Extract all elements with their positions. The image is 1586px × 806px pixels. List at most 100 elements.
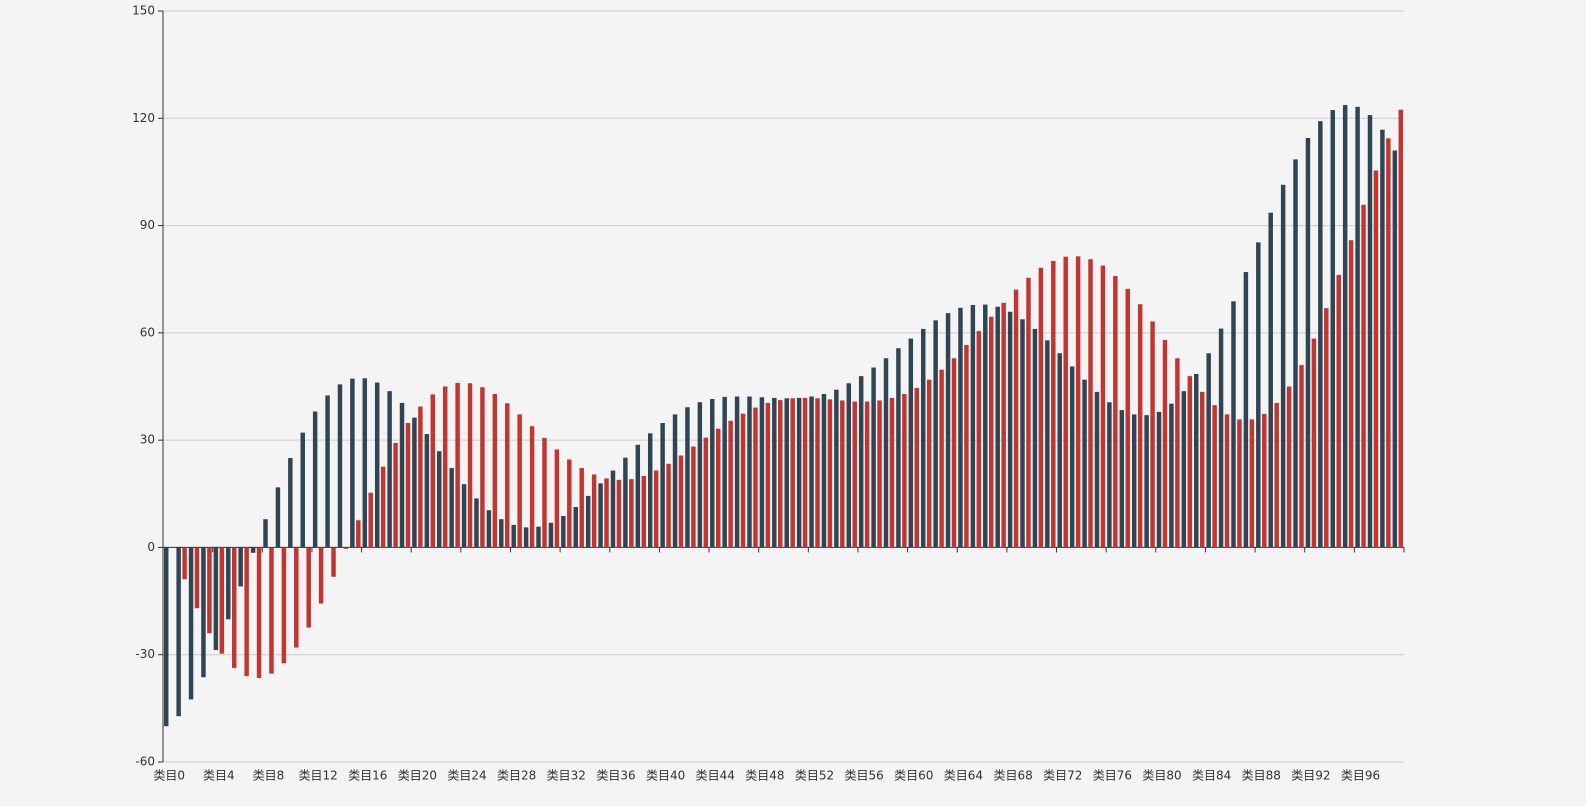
- bar: [1075, 256, 1081, 548]
- bar: [871, 367, 876, 548]
- bar: [1386, 138, 1391, 548]
- bar: [548, 522, 554, 548]
- bar: [263, 519, 268, 548]
- bar: [194, 547, 200, 609]
- x-tick-label: 类目24: [447, 769, 486, 783]
- x-tick-label: 类目12: [298, 769, 337, 783]
- bar: [1237, 419, 1242, 548]
- bar: [976, 331, 982, 548]
- bar: [802, 397, 808, 548]
- bar: [983, 304, 988, 548]
- bar: [368, 492, 373, 548]
- bar: [418, 406, 423, 548]
- y-tick-label: 60: [140, 325, 155, 339]
- bar: [759, 397, 765, 548]
- bar: [734, 396, 740, 548]
- bar: [306, 547, 311, 628]
- bar: [1119, 410, 1125, 548]
- y-tick-label: 150: [132, 4, 155, 18]
- bar: [753, 407, 758, 548]
- bar: [840, 400, 845, 548]
- bar: [244, 547, 249, 677]
- bar: [1268, 212, 1273, 548]
- bar: [374, 382, 380, 548]
- bar: [188, 547, 194, 700]
- bar: [740, 413, 746, 548]
- bar: [480, 387, 485, 548]
- bar: [561, 515, 566, 548]
- bar: [1187, 376, 1193, 548]
- bar: [201, 547, 206, 678]
- bar: [380, 466, 386, 548]
- bar: [176, 547, 181, 717]
- y-tick-label: 120: [132, 111, 155, 125]
- bar: [1113, 275, 1118, 548]
- x-tick-label: 类目56: [845, 769, 884, 783]
- bar: [1218, 328, 1224, 548]
- y-tick-label: -60: [135, 755, 155, 769]
- bar: [1057, 353, 1062, 548]
- bar: [1348, 240, 1354, 548]
- x-tick-label: 类目32: [547, 769, 586, 783]
- bar: [1199, 391, 1205, 548]
- bar: [1007, 311, 1013, 548]
- bar: [387, 391, 392, 548]
- bar: [641, 475, 646, 548]
- bar: [1038, 267, 1044, 548]
- bar: [685, 407, 690, 548]
- bar: [1231, 301, 1236, 548]
- bar: [784, 398, 789, 548]
- bar: [678, 455, 684, 548]
- bar: [604, 478, 609, 548]
- bar: [610, 470, 616, 548]
- x-tick-label: 类目4: [203, 769, 235, 783]
- bar: [437, 451, 442, 548]
- bar: [182, 547, 187, 580]
- bar: [585, 495, 591, 548]
- bar: [405, 422, 411, 548]
- bar: [889, 397, 895, 548]
- bar: [1392, 150, 1398, 548]
- bar: [809, 396, 814, 548]
- bar: [207, 547, 212, 634]
- bar: [1181, 391, 1187, 548]
- bar: [821, 394, 827, 548]
- bar: [430, 394, 436, 548]
- bar: [226, 547, 231, 620]
- bar: [672, 414, 678, 548]
- bar: [1367, 115, 1373, 548]
- bar: [1069, 366, 1075, 548]
- bar: [629, 479, 634, 548]
- bar: [728, 420, 733, 548]
- bar: [964, 345, 969, 548]
- bar: [635, 444, 641, 548]
- x-tick-label: 类目60: [894, 769, 933, 783]
- x-tick-label: 类目0: [153, 769, 185, 783]
- bar: [219, 547, 225, 654]
- x-tick-label: 类目92: [1291, 769, 1330, 783]
- bar: [1299, 365, 1304, 548]
- bar: [1311, 338, 1317, 548]
- bar: [846, 383, 852, 548]
- x-tick-label: 类目52: [795, 769, 834, 783]
- y-tick-label: -30: [135, 647, 155, 661]
- bar: [325, 395, 330, 548]
- x-tick-label: 类目44: [696, 769, 735, 783]
- bar: [350, 378, 355, 548]
- bar: [442, 386, 448, 548]
- bar: [896, 348, 901, 548]
- bar: [567, 459, 572, 548]
- bar: [1144, 415, 1149, 548]
- bar: [505, 403, 510, 548]
- bar: [926, 379, 932, 548]
- bar: [796, 397, 802, 548]
- bar: [697, 402, 703, 548]
- bar: [337, 384, 343, 548]
- bar: [1324, 308, 1329, 548]
- bar: [1256, 242, 1261, 548]
- bar: [647, 433, 653, 548]
- bar: [449, 468, 454, 548]
- bar: [579, 468, 584, 548]
- x-tick-label: 类目36: [596, 769, 635, 783]
- bar: [250, 547, 256, 553]
